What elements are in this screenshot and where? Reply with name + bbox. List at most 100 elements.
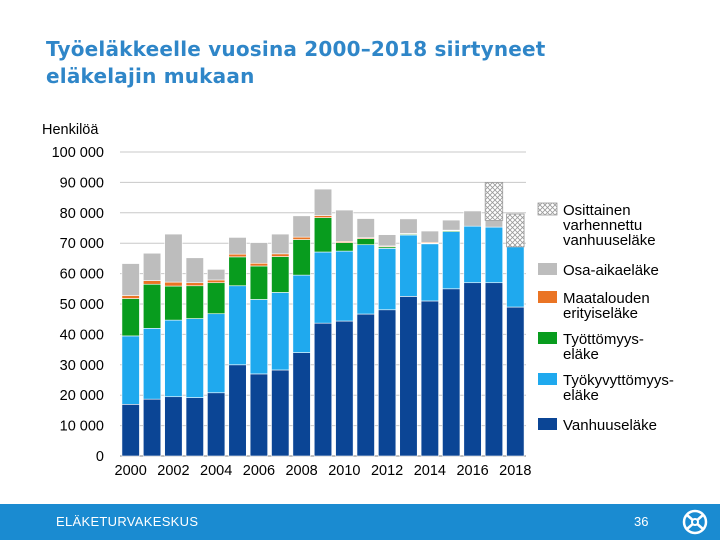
x-tick-label: 2000 — [115, 463, 147, 479]
bar-segment — [207, 313, 226, 394]
bar-segment — [249, 262, 268, 267]
x-tick-label: 2018 — [499, 463, 531, 479]
legend-label: Työttömyys- — [563, 331, 644, 348]
bar-segment — [121, 263, 140, 296]
bar-segment — [484, 181, 504, 221]
bar-segment — [164, 233, 183, 283]
bar-segment — [185, 282, 204, 287]
bar-segment — [207, 282, 226, 315]
bar-segment — [228, 253, 247, 258]
bar-segment — [228, 364, 247, 457]
bar-segment — [463, 225, 482, 284]
y-tick-label: 10 000 — [60, 419, 104, 435]
bar-segment — [207, 392, 226, 457]
legend-swatch — [537, 202, 558, 216]
legend-label: varhennettu — [563, 217, 642, 234]
bar-segment — [484, 282, 504, 457]
stacked-bar-chart: Henkilöä 0 10 000 20 000 30 000 40 000 50 000… — [42, 122, 674, 479]
bar-segment — [335, 209, 354, 242]
y-tick-label: 90 000 — [60, 175, 104, 191]
legend-label: Osittainen — [563, 202, 631, 219]
bar-segment — [506, 246, 525, 308]
x-tick-label: 2008 — [285, 463, 317, 479]
legend-swatch — [538, 263, 557, 275]
legend-label: Osa-aikaeläke — [563, 262, 659, 279]
legend-label: Vanhuuseläke — [563, 417, 657, 434]
bar-segment — [228, 256, 247, 287]
bar-segment — [335, 242, 354, 252]
bar-segment — [121, 404, 140, 457]
y-tick-label: 60 000 — [60, 267, 104, 283]
slide-title-line-1: Työeläkkeelle vuosina 2000–2018 siirtyne… — [46, 37, 546, 61]
bar-segment — [228, 285, 247, 366]
legend-label: eläke — [563, 346, 599, 363]
y-axis-label: Henkilöä — [42, 122, 99, 138]
bar-segment — [271, 292, 290, 371]
bar-segment — [249, 265, 268, 300]
bar-segment — [442, 231, 461, 290]
bar-segment — [420, 230, 439, 243]
legend-label: eläke — [563, 387, 599, 404]
bar-segment — [121, 295, 140, 299]
y-tick-label: 30 000 — [60, 358, 104, 374]
bar-segment — [313, 251, 333, 324]
bar-segment — [335, 320, 354, 457]
y-tick-label: 70 000 — [60, 236, 104, 252]
slide-title-line-2: eläkelajin mukaan — [46, 64, 255, 88]
bar-segment — [249, 299, 268, 375]
bar-segment — [207, 269, 226, 281]
x-tick-label: 2014 — [414, 463, 446, 479]
bar-segment — [142, 398, 162, 457]
x-tick-label: 2012 — [371, 463, 403, 479]
bar-segment — [292, 215, 311, 238]
bar-segment — [356, 313, 375, 457]
bar-segment — [484, 226, 504, 284]
bar-segment — [271, 369, 290, 457]
legend-swatch — [538, 373, 557, 385]
bar-segment — [228, 237, 247, 255]
bar-segment — [142, 328, 162, 400]
bar-segment — [292, 239, 311, 276]
bar-segment — [399, 218, 418, 234]
bar-segment — [185, 257, 204, 284]
y-tick-label: 100 000 — [52, 145, 104, 161]
legend-label: erityiseläke — [563, 305, 638, 322]
bar-segment — [378, 248, 397, 311]
y-tick-label: 40 000 — [60, 327, 104, 343]
y-tick-labels: 0 10 000 20 000 30 000 40 000 50 000 60 000 70 … — [52, 145, 104, 465]
bar-segment — [142, 252, 162, 281]
bar-segment — [142, 283, 162, 329]
x-tick-labels: 2000 2002 2004 2006 2008 2010 2012 2014 2016 2018 — [115, 463, 532, 479]
bars — [121, 181, 525, 457]
bar-segment — [506, 306, 525, 457]
bar-segment — [463, 282, 482, 457]
x-tick-label: 2002 — [157, 463, 189, 479]
bar-segment — [356, 244, 375, 315]
legend-label: Työkyvyttömyys- — [563, 372, 674, 389]
bar-segment — [442, 219, 461, 231]
legend-label: Maatalouden — [563, 290, 650, 307]
bar-segment — [484, 220, 504, 228]
bar-segment — [463, 210, 482, 227]
x-tick-label: 2004 — [200, 463, 232, 479]
bar-segment — [356, 218, 375, 239]
bar-segment — [185, 318, 204, 398]
bar-segment — [442, 288, 461, 457]
bar-segment — [164, 281, 183, 287]
bar-segment — [420, 300, 439, 457]
bar-segment — [164, 396, 183, 457]
bar-segment — [399, 296, 418, 457]
legend-swatch — [538, 291, 557, 303]
bar-segment — [335, 250, 354, 322]
bar-segment — [164, 319, 183, 398]
bar-segment — [185, 285, 204, 319]
bar-segment — [356, 238, 375, 246]
bar-segment — [121, 335, 140, 405]
bar-segment — [164, 285, 183, 321]
y-tick-label: 50 000 — [60, 297, 104, 313]
bar-segment — [292, 236, 311, 240]
y-tick-label: 80 000 — [60, 206, 104, 222]
page-number: 36 — [634, 514, 649, 529]
bar-segment — [249, 242, 268, 264]
